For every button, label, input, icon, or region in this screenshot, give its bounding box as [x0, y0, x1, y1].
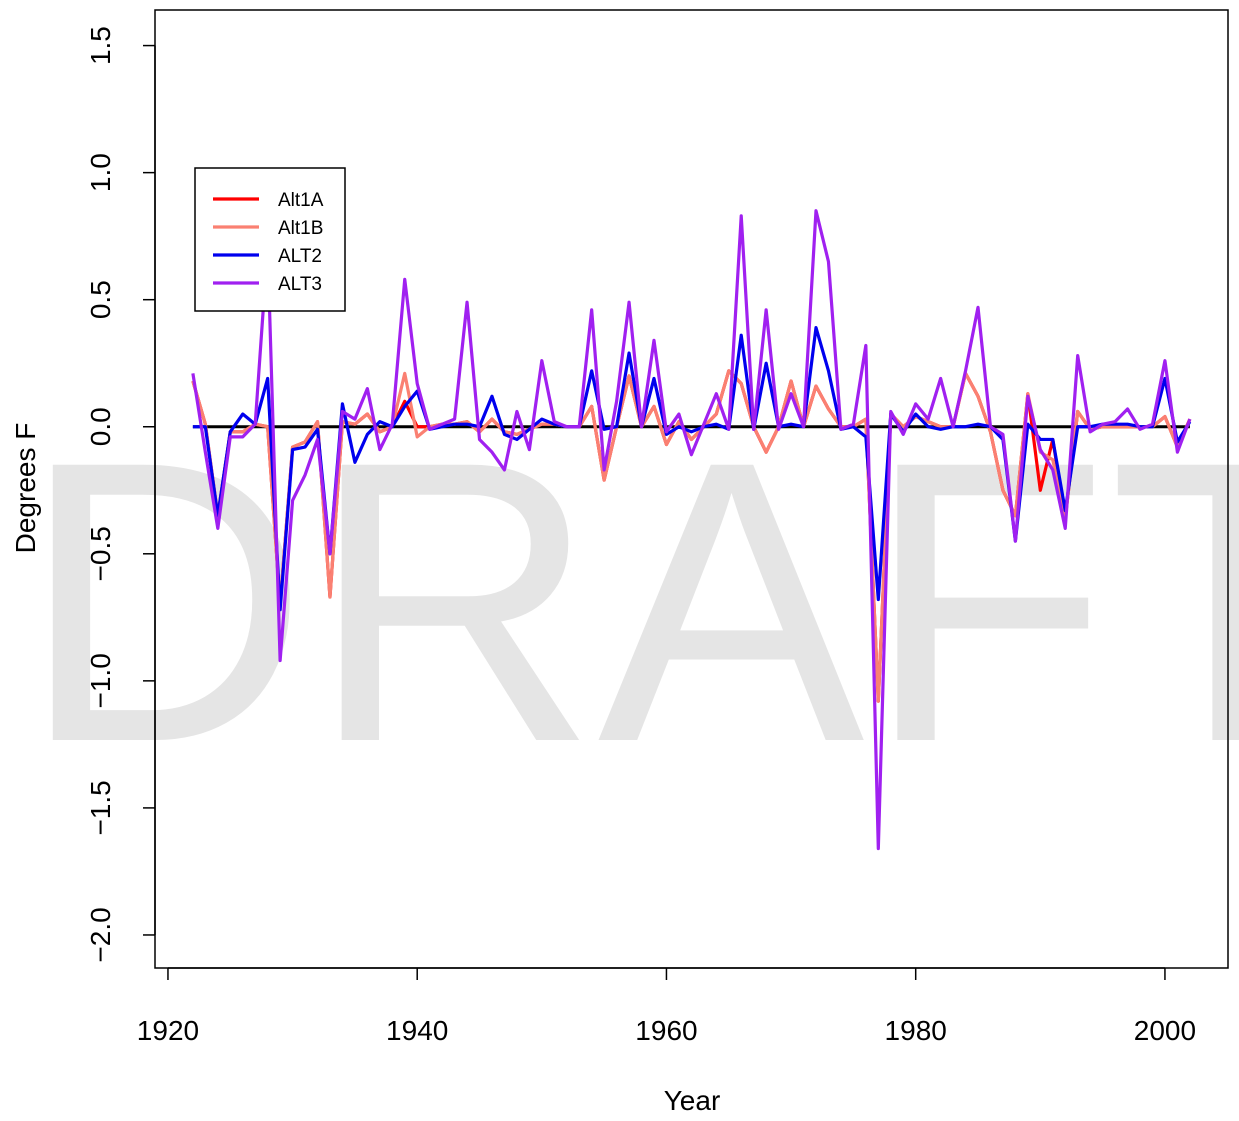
y-tick-label: 0.5	[85, 280, 116, 319]
x-axis-title: Year	[664, 1085, 721, 1116]
x-tick-label: 1940	[386, 1015, 448, 1046]
series-line	[191, 209, 1192, 851]
y-tick-label: 1.0	[85, 153, 116, 192]
y-tick-label: −2.0	[85, 907, 116, 962]
x-tick-label: 1920	[137, 1015, 199, 1046]
y-tick-label: 0.0	[85, 407, 116, 446]
legend-label: Alt1B	[278, 218, 323, 239]
x-tick-label: 1980	[885, 1015, 947, 1046]
legend-label: ALT2	[278, 246, 322, 267]
y-tick-label: −1.0	[85, 653, 116, 708]
legend-box	[194, 167, 346, 312]
x-tick-label: 1960	[635, 1015, 697, 1046]
y-tick-label: −1.5	[85, 780, 116, 835]
legend-label: Alt1A	[278, 190, 324, 211]
y-axis-title: Degrees F	[10, 423, 41, 554]
legend-label: ALT3	[278, 274, 322, 295]
y-tick-label: −0.5	[85, 526, 116, 581]
y-tick-label: 1.5	[85, 26, 116, 65]
x-tick-label: 2000	[1134, 1015, 1196, 1046]
